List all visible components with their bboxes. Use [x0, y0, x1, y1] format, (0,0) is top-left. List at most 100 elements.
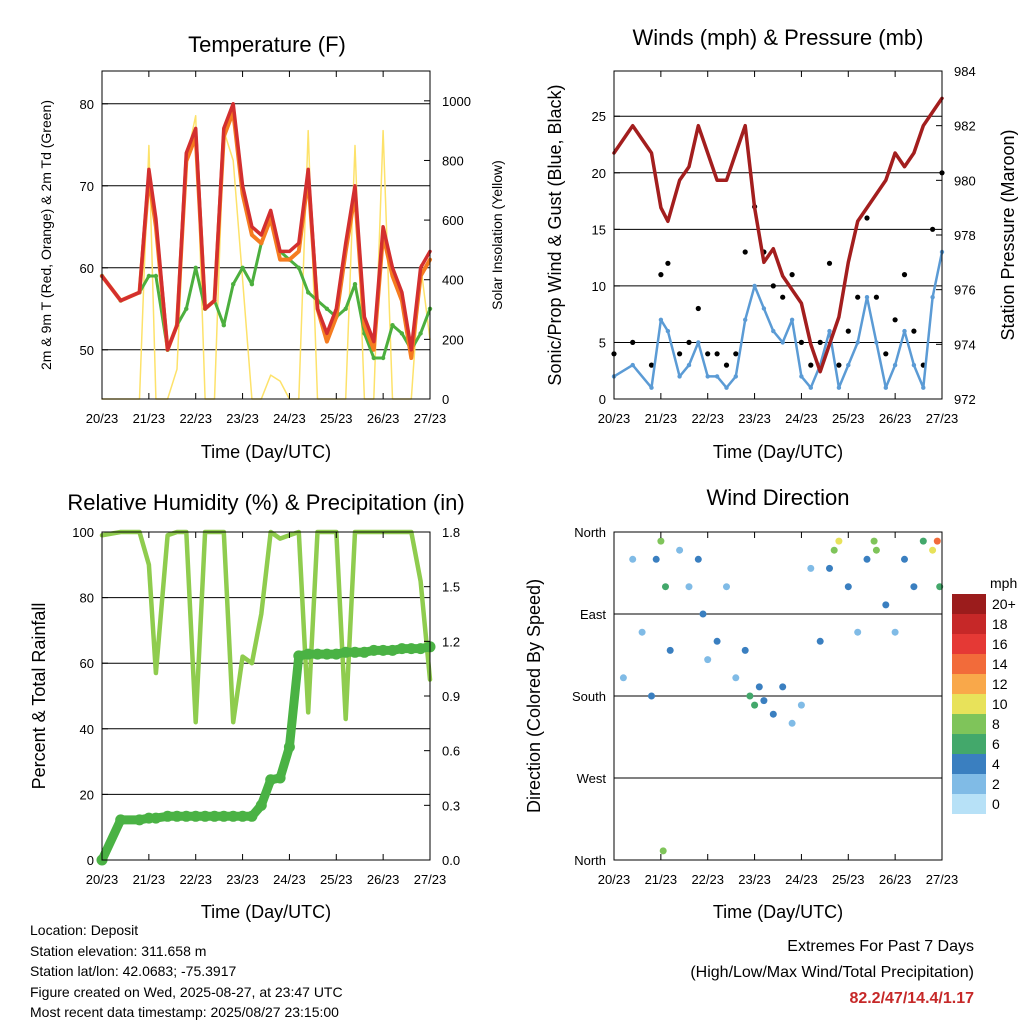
gust-point [665, 260, 671, 266]
wind-speed-point [714, 374, 720, 379]
legend-label: 2 [992, 776, 1000, 792]
total-rainfall-point [134, 814, 145, 826]
y2-tick-label: 972 [954, 392, 976, 407]
dewpoint-point [352, 282, 358, 287]
wind-speed-point [743, 317, 748, 322]
direction-point [638, 628, 646, 636]
total-rainfall-point [199, 810, 211, 822]
x-tick-label: 21/23 [645, 411, 678, 426]
total-rainfall-point [415, 643, 427, 655]
legend-swatch [952, 654, 986, 674]
total-rainfall-point [265, 774, 277, 786]
gust-point [714, 351, 720, 357]
wind-speed-point [752, 283, 757, 289]
total-rainfall-point [358, 646, 370, 658]
extremes-heading: Extremes For Past 7 Days [787, 938, 974, 955]
legend-swatch [952, 754, 986, 774]
direction-point [699, 610, 707, 618]
gust-point [826, 260, 833, 266]
x-tick-label: 26/23 [367, 411, 400, 426]
direction-point [882, 601, 890, 609]
direction-point [760, 697, 768, 705]
total-rainfall-point [321, 648, 333, 660]
total-rainfall-point [349, 646, 361, 658]
x-tick-label: 24/23 [785, 411, 818, 426]
y2-tick-label: 980 [954, 173, 976, 188]
x-tick-label: 22/23 [179, 872, 212, 887]
wind-speed-point [696, 340, 701, 345]
y2-tick-label: 1000 [442, 94, 471, 109]
direction-point [863, 555, 871, 563]
x-tick-label: 21/23 [133, 411, 166, 426]
total-rainfall-point [190, 810, 202, 822]
temp-2m-line [100, 102, 432, 352]
direction-point [797, 701, 805, 709]
x-tick-label: 26/23 [879, 872, 912, 887]
direction-point [769, 710, 777, 718]
y2-tick-label: 600 [442, 213, 464, 228]
y2-tick-label: 1.8 [442, 525, 460, 540]
dewpoint-point [399, 331, 405, 336]
x-tick-label: 20/23 [86, 411, 119, 426]
y-tick-label: 20 [80, 787, 94, 802]
winds-plot-frame [613, 70, 943, 400]
direction-point [844, 583, 852, 591]
direction-point [676, 546, 684, 554]
temperature-right-ylabel: Solar Insolation (Yellow) [489, 160, 505, 310]
y-tick-label: 0 [599, 392, 606, 407]
legend-label: 8 [992, 716, 1000, 732]
y-tick-label: 60 [80, 656, 94, 671]
relative-humidity-line [99, 529, 433, 725]
total-rainfall-point [387, 644, 398, 656]
y2-tick-label: 0.3 [442, 798, 460, 813]
direction-point [619, 674, 627, 682]
direction-point [929, 546, 937, 554]
gust-point [873, 294, 880, 300]
gust-point [658, 272, 664, 278]
wind-speed-point [686, 362, 692, 368]
total-rainfall-point [377, 644, 389, 656]
total-rainfall-point [237, 810, 249, 822]
dewpoint-point [231, 282, 236, 287]
extremes-values: 82.2/47/14.4/1.17 [849, 990, 974, 1007]
dewpoint-point [418, 331, 423, 336]
direction-point [713, 637, 721, 645]
legend-swatch [952, 694, 986, 714]
station-location: Location: Deposit [30, 922, 139, 938]
gust-point [648, 362, 655, 368]
x-tick-label: 22/23 [691, 872, 724, 887]
dewpoint-point [146, 273, 152, 279]
direction-point [732, 674, 740, 682]
direction-point [835, 537, 843, 545]
x-tick-label: 24/23 [785, 872, 818, 887]
legend-swatch [952, 794, 986, 814]
x-tick-label: 23/23 [226, 411, 259, 426]
direction-point [652, 555, 660, 563]
total-rainfall-point [330, 648, 342, 660]
total-rainfall-point [274, 772, 286, 784]
y2-tick-label: 200 [442, 332, 464, 347]
legend-title: mph [990, 575, 1017, 591]
direction-point [816, 637, 824, 645]
wind-speed-point [836, 385, 842, 390]
y2-tick-label: 1.2 [442, 634, 460, 649]
gust-point [930, 226, 936, 232]
direction-point [723, 583, 730, 591]
x-tick-label: 20/23 [598, 872, 631, 887]
humidity-title: Relative Humidity (%) & Precipitation (i… [67, 490, 464, 515]
wind-speed-point [677, 374, 682, 379]
direction-panel: Wind Direction 20/23 21/23 22/23 23/23 24/23… [524, 485, 1017, 922]
direction-tick-label: North [574, 853, 606, 868]
direction-point [751, 701, 759, 709]
wind-speed-line [612, 250, 944, 389]
direction-point [919, 537, 927, 545]
y2-tick-label: 978 [954, 228, 976, 243]
winds-title: Winds (mph) & Pressure (mb) [633, 25, 924, 50]
direction-point [629, 555, 637, 563]
total-rainfall-point [340, 646, 352, 658]
direction-point [741, 646, 749, 654]
legend-label: 20+ [992, 596, 1016, 612]
total-rainfall-point [312, 648, 323, 660]
wind-speed-point [789, 317, 795, 322]
wind-speed-point [911, 362, 917, 368]
